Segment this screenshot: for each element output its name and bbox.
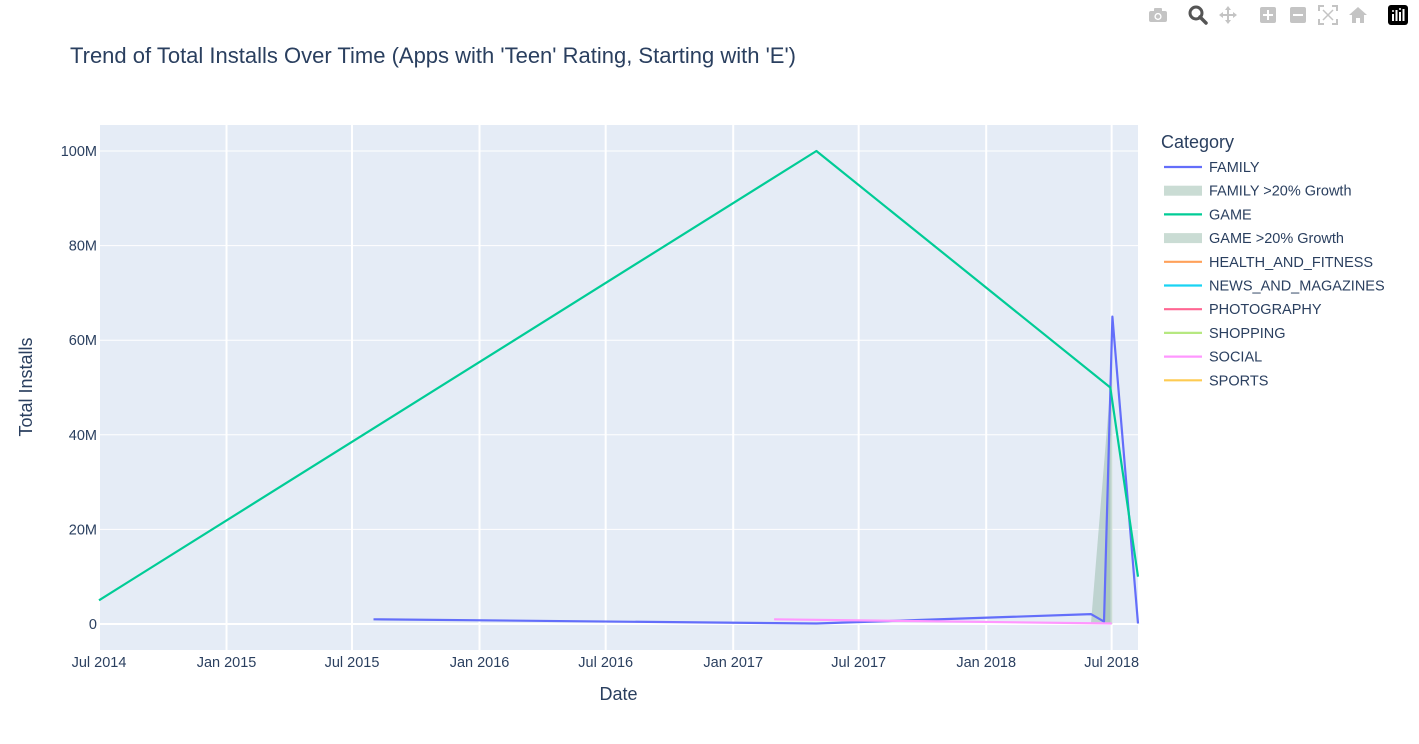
x-tick-label: Jul 2014 — [72, 655, 127, 671]
modebar — [1143, 4, 1413, 26]
legend-label: SOCIAL — [1209, 350, 1262, 366]
camera-icon[interactable] — [1143, 4, 1173, 26]
zoom-in-icon[interactable] — [1253, 4, 1283, 26]
legend-label: SPORTS — [1209, 373, 1268, 389]
legend-label: FAMILY >20% Growth — [1209, 184, 1352, 200]
legend-item[interactable]: SHOPPING — [1164, 326, 1286, 342]
reset-axes-icon[interactable] — [1343, 4, 1373, 26]
series-line-social — [774, 618, 1112, 625]
legend-label: PHOTOGRAPHY — [1209, 302, 1322, 318]
x-tick-label: Jan 2015 — [197, 655, 257, 671]
x-tick-label: Jan 2017 — [703, 655, 763, 671]
zoom-out-icon[interactable] — [1283, 4, 1313, 26]
legend-label: GAME >20% Growth — [1209, 231, 1344, 247]
plot-area — [99, 125, 1138, 650]
y-tick-label: 80M — [69, 239, 97, 255]
x-tick-label: Jan 2018 — [956, 655, 1016, 671]
x-tick-label: Jul 2018 — [1084, 655, 1139, 671]
x-axis-ticks: Jul 2014 Jan 2015 Jul 2015 Jan 2016 Jul 2016… — [72, 655, 1139, 671]
x-tick-label: Jul 2015 — [325, 655, 380, 671]
series-lines — [98, 149, 1140, 625]
legend-title: Category — [1161, 132, 1234, 152]
y-tick-label: 100M — [61, 144, 97, 160]
legend-swatch — [1164, 233, 1202, 244]
legend-item[interactable]: FAMILY — [1164, 160, 1260, 176]
legend-label: GAME — [1209, 207, 1252, 223]
legend-label: FAMILY — [1209, 160, 1260, 176]
legend-item[interactable]: GAME >20% Growth — [1164, 231, 1344, 247]
plotly-logo-icon[interactable] — [1383, 4, 1413, 26]
zoom-icon[interactable] — [1183, 4, 1213, 26]
y-axis-ticks: 0 20M 40M 60M 80M 100M — [61, 144, 97, 633]
legend-label: SHOPPING — [1209, 326, 1286, 342]
pan-icon[interactable] — [1213, 4, 1243, 26]
y-tick-label: 40M — [69, 428, 97, 444]
series-line-family — [373, 315, 1140, 625]
series-line-game — [98, 149, 1140, 602]
y-tick-label: 60M — [69, 333, 97, 349]
legend-label: HEALTH_AND_FITNESS — [1209, 255, 1373, 271]
y-axis-label: Total Installs — [16, 337, 36, 436]
legend-swatch — [1164, 185, 1202, 196]
legend-item[interactable]: FAMILY >20% Growth — [1164, 184, 1352, 200]
legend-label: NEWS_AND_MAGAZINES — [1209, 279, 1385, 295]
y-tick-label: 0 — [89, 617, 97, 633]
chart-title: Trend of Total Installs Over Time (Apps … — [70, 43, 796, 68]
x-tick-label: Jul 2017 — [831, 655, 886, 671]
x-tick-label: Jan 2016 — [450, 655, 510, 671]
legend-item[interactable]: NEWS_AND_MAGAZINES — [1164, 279, 1385, 295]
legend-item[interactable]: SPORTS — [1164, 373, 1268, 389]
x-tick-label: Jul 2016 — [578, 655, 633, 671]
legend-item[interactable]: HEALTH_AND_FITNESS — [1164, 255, 1373, 271]
x-axis-label: Date — [599, 684, 637, 704]
legend: FAMILY FAMILY >20% Growth GAME GAME >20% Gr… — [1164, 160, 1385, 389]
legend-item[interactable]: PHOTOGRAPHY — [1164, 302, 1322, 318]
legend-item[interactable]: GAME — [1164, 207, 1252, 223]
legend-item[interactable]: SOCIAL — [1164, 350, 1262, 366]
y-tick-label: 20M — [69, 522, 97, 538]
autoscale-icon[interactable] — [1313, 4, 1343, 26]
